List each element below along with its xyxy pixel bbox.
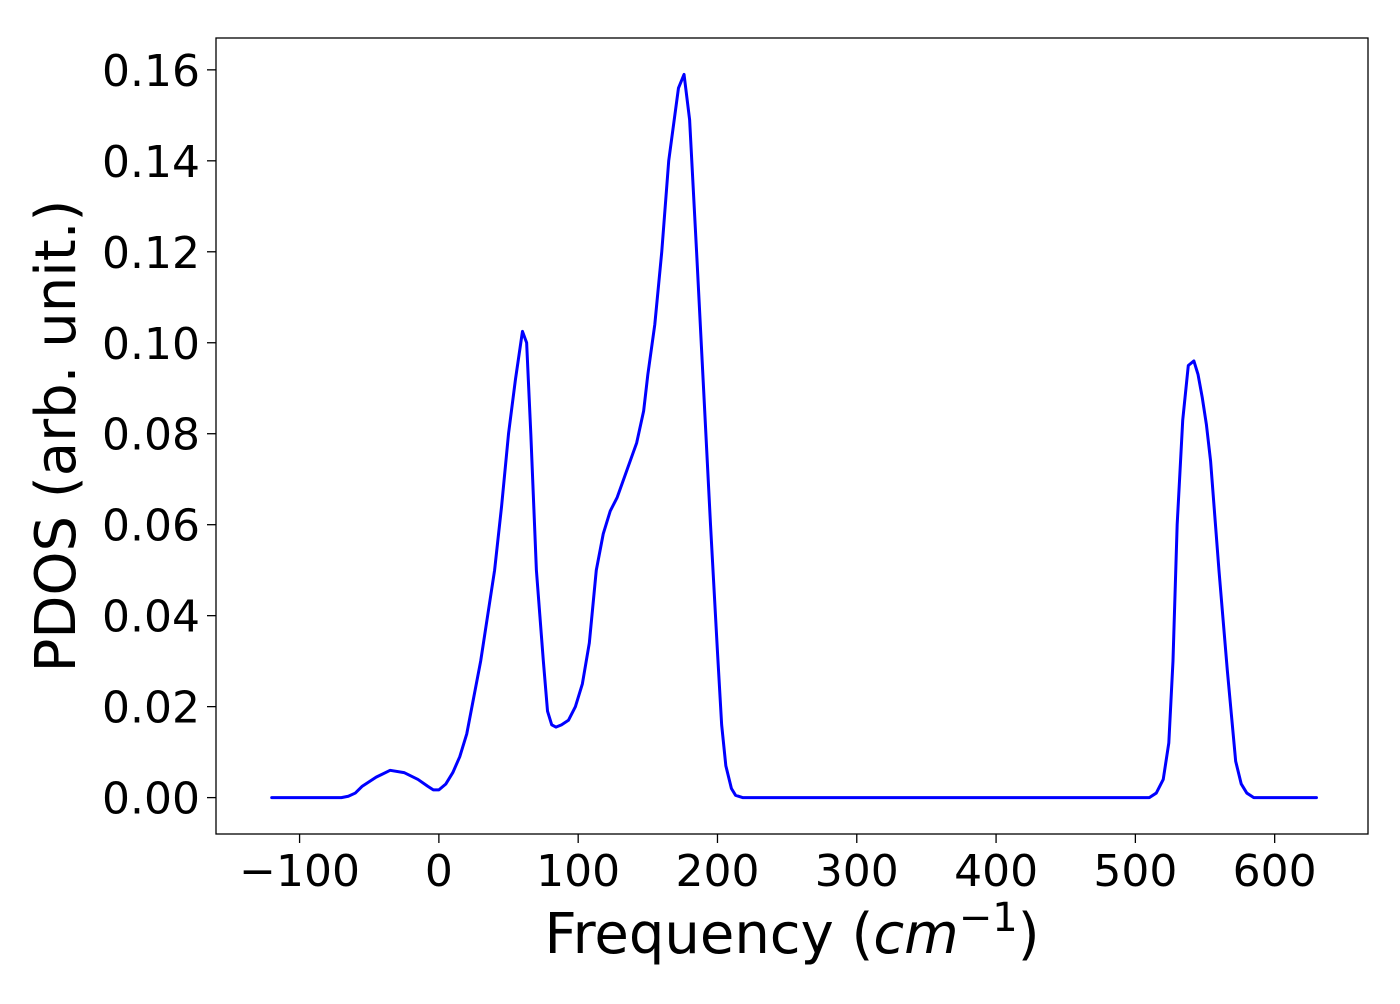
x-tick-label: 0 — [425, 846, 453, 897]
x-tick-label: 100 — [536, 846, 620, 897]
x-tick-label: 600 — [1233, 846, 1317, 897]
x-axis-ticks: −100 0 100 200 300 400 500 600 — [239, 834, 1317, 897]
x-tick-label: 300 — [815, 846, 899, 897]
plot-area-frame — [215, 37, 1369, 835]
y-tick-label: 0.08 — [102, 410, 200, 461]
y-tick-label: 0.02 — [102, 683, 200, 734]
y-tick-label: 0.06 — [102, 501, 200, 552]
x-tick-label: 500 — [1093, 846, 1177, 897]
y-tick-label: 0.16 — [102, 46, 200, 97]
y-tick-label: 0.14 — [102, 137, 200, 188]
y-tick-label: 0.10 — [102, 319, 200, 370]
y-tick-label: 0.04 — [102, 592, 200, 643]
series-line-pdos — [270, 72, 1318, 800]
x-tick-label: 400 — [954, 846, 1038, 897]
y-axis-label: PDOS (arb. unit.) — [24, 200, 89, 673]
x-axis-label: Frequency (cm−1) — [544, 895, 1039, 967]
x-tick-label: −100 — [239, 846, 360, 897]
y-tick-label: 0.00 — [102, 774, 200, 825]
y-tick-label: 0.12 — [102, 228, 200, 279]
y-axis-ticks: 0.00 0.02 0.04 0.06 0.08 0.10 0.12 0.14 0.16 — [102, 46, 216, 825]
x-tick-label: 200 — [675, 846, 759, 897]
